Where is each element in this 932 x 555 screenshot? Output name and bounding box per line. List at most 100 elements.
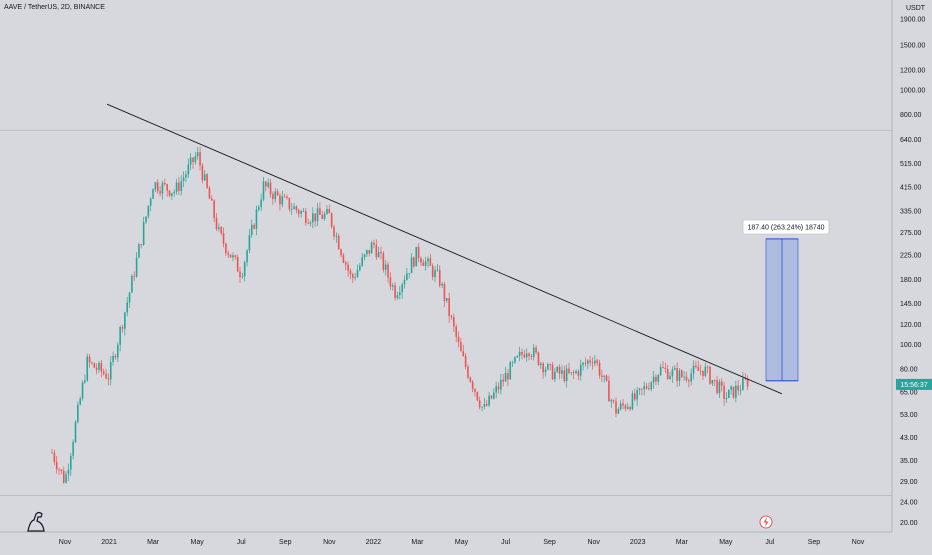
- candle-body[interactable]: [730, 386, 732, 390]
- candle-body[interactable]: [619, 403, 622, 410]
- candle-body[interactable]: [77, 404, 79, 422]
- candle-body[interactable]: [194, 156, 197, 163]
- candle-body[interactable]: [453, 317, 455, 327]
- candle-body[interactable]: [154, 182, 157, 190]
- candle-body[interactable]: [206, 174, 208, 188]
- candle-body[interactable]: [629, 407, 631, 410]
- candle-body[interactable]: [523, 354, 526, 358]
- candle-body[interactable]: [225, 243, 227, 253]
- candle-body[interactable]: [706, 366, 709, 368]
- candle-body[interactable]: [417, 246, 420, 259]
- candle-body[interactable]: [666, 368, 669, 380]
- candle-body[interactable]: [551, 364, 554, 380]
- candle-body[interactable]: [406, 273, 408, 281]
- candle-body[interactable]: [105, 373, 107, 379]
- candle-body[interactable]: [55, 461, 58, 470]
- candle-body[interactable]: [518, 352, 521, 356]
- candle-body[interactable]: [344, 262, 347, 265]
- candle-body[interactable]: [563, 370, 566, 382]
- candle-body[interactable]: [159, 191, 161, 194]
- candle-body[interactable]: [413, 257, 415, 267]
- candle-body[interactable]: [509, 362, 512, 380]
- candle-body[interactable]: [532, 347, 535, 357]
- candle-body[interactable]: [572, 372, 575, 374]
- candle-body[interactable]: [166, 184, 168, 191]
- candle-body[interactable]: [683, 376, 685, 378]
- candle-body[interactable]: [422, 262, 425, 266]
- candle-body[interactable]: [340, 249, 342, 256]
- candle-body[interactable]: [648, 388, 650, 390]
- candle-body[interactable]: [95, 367, 98, 370]
- candle-body[interactable]: [314, 213, 316, 222]
- candle-body[interactable]: [373, 242, 375, 245]
- candle-body[interactable]: [652, 376, 655, 383]
- candle-body[interactable]: [394, 285, 396, 299]
- candle-body[interactable]: [330, 213, 333, 227]
- candle-body[interactable]: [634, 393, 636, 400]
- candle-body[interactable]: [53, 452, 56, 462]
- candle-body[interactable]: [361, 257, 363, 266]
- candle-body[interactable]: [326, 209, 328, 214]
- candle-body[interactable]: [591, 362, 594, 364]
- candle-body[interactable]: [241, 276, 244, 278]
- candle-body[interactable]: [485, 403, 488, 406]
- candle-body[interactable]: [697, 366, 700, 371]
- candle-body[interactable]: [307, 222, 309, 224]
- candle-body[interactable]: [109, 362, 112, 380]
- candle-body[interactable]: [732, 386, 735, 398]
- candle-body[interactable]: [399, 292, 401, 296]
- candle-body[interactable]: [636, 390, 638, 400]
- candle-body[interactable]: [493, 392, 495, 399]
- candle-body[interactable]: [380, 251, 382, 254]
- candle-body[interactable]: [288, 197, 291, 210]
- candle-body[interactable]: [354, 277, 356, 278]
- candle-body[interactable]: [424, 261, 427, 266]
- candle-body[interactable]: [215, 217, 218, 229]
- candle-body[interactable]: [709, 366, 711, 384]
- candle-body[interactable]: [645, 386, 648, 389]
- candle-body[interactable]: [577, 371, 580, 376]
- candle-body[interactable]: [293, 206, 295, 210]
- candle-body[interactable]: [375, 244, 378, 258]
- candle-body[interactable]: [725, 397, 728, 399]
- candle-body[interactable]: [359, 265, 361, 271]
- candle-body[interactable]: [323, 213, 326, 219]
- candle-body[interactable]: [98, 362, 100, 370]
- candle-body[interactable]: [664, 367, 667, 369]
- candle-body[interactable]: [723, 385, 725, 399]
- candle-body[interactable]: [483, 403, 486, 407]
- candle-body[interactable]: [558, 366, 561, 374]
- candle-body[interactable]: [401, 284, 403, 293]
- candle-body[interactable]: [117, 344, 119, 358]
- candle-body[interactable]: [537, 352, 540, 365]
- candle-body[interactable]: [462, 351, 465, 357]
- candle-body[interactable]: [681, 370, 683, 377]
- candle-body[interactable]: [295, 206, 298, 211]
- candle-body[interactable]: [265, 181, 267, 187]
- candle-body[interactable]: [356, 270, 359, 278]
- candle-body[interactable]: [321, 214, 324, 219]
- candle-body[interactable]: [91, 362, 93, 364]
- candle-body[interactable]: [728, 389, 730, 398]
- candle-body[interactable]: [500, 379, 502, 390]
- candle-body[interactable]: [403, 280, 406, 285]
- candle-body[interactable]: [657, 374, 660, 382]
- candle-body[interactable]: [547, 364, 549, 370]
- candle-body[interactable]: [352, 274, 354, 278]
- candle-body[interactable]: [650, 382, 653, 390]
- candle-body[interactable]: [112, 355, 114, 363]
- candle-body[interactable]: [382, 253, 385, 270]
- candle-body[interactable]: [229, 254, 232, 258]
- candle-body[interactable]: [180, 180, 183, 191]
- candle-body[interactable]: [269, 182, 272, 195]
- candle-body[interactable]: [605, 375, 608, 381]
- candle-body[interactable]: [575, 371, 577, 374]
- candle-body[interactable]: [227, 252, 230, 255]
- candle-body[interactable]: [495, 386, 497, 393]
- candle-body[interactable]: [568, 368, 570, 374]
- candle-body[interactable]: [641, 388, 643, 390]
- candle-body[interactable]: [554, 371, 556, 380]
- candle-body[interactable]: [124, 312, 126, 329]
- candle-body[interactable]: [429, 258, 432, 266]
